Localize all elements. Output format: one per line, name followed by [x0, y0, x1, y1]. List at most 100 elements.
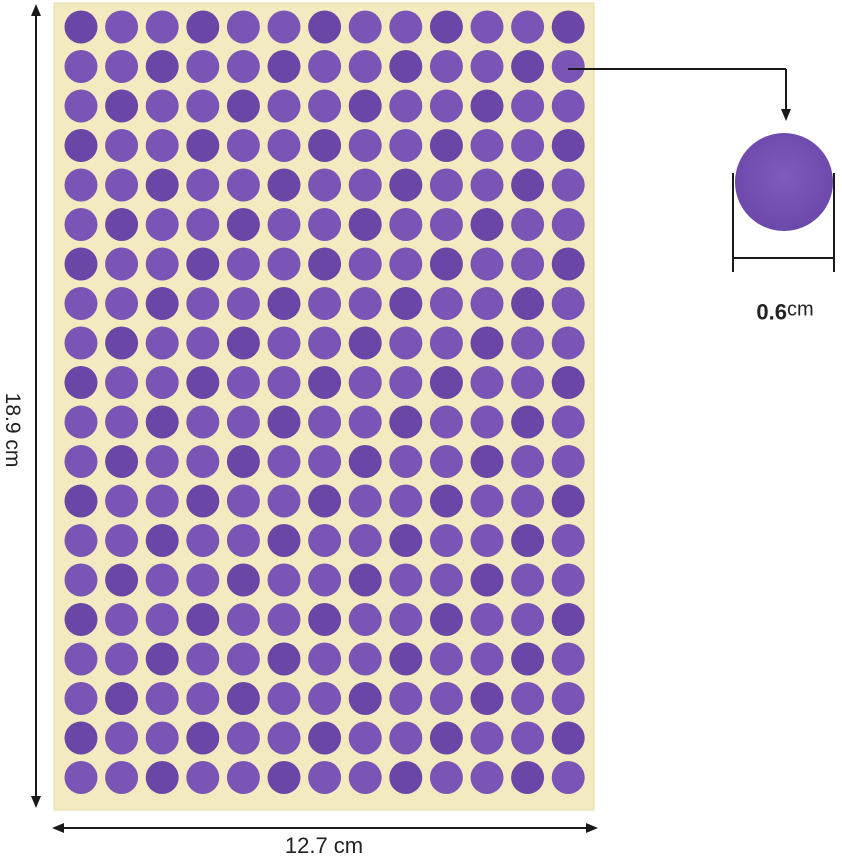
sticker-dot [348, 326, 382, 360]
sticker-dot [64, 682, 98, 715]
sticker-dot [470, 326, 504, 360]
sticker-dot [267, 484, 301, 518]
sticker-dot [105, 524, 139, 557]
sticker-dot [551, 484, 585, 518]
sticker-dot [551, 761, 585, 794]
diameter-dimension-line [732, 173, 835, 272]
sticker-dot [511, 208, 545, 241]
sticker-dot [551, 168, 585, 202]
sticker-dot [308, 129, 342, 162]
sticker-dot [551, 563, 585, 597]
sticker-dot [389, 247, 423, 281]
sticker-dot [267, 563, 301, 597]
sticker-dot [551, 524, 585, 557]
sticker-dot [348, 642, 382, 676]
sticker-dot [389, 208, 423, 241]
sticker-dot [226, 326, 260, 360]
sticker-dot [308, 366, 342, 399]
sticker-dot [470, 721, 504, 755]
sticker-dot [429, 326, 463, 360]
sticker-dot [389, 405, 423, 439]
sticker-dot [470, 129, 504, 162]
sticker-dot [511, 445, 545, 478]
sticker-dot [64, 326, 98, 360]
sticker-dot [429, 50, 463, 83]
sticker-dot [348, 10, 382, 44]
sticker-dot [551, 10, 585, 44]
sticker-dot [105, 247, 139, 281]
sticker-dot [186, 129, 220, 162]
sticker-dot [389, 603, 423, 636]
callout-line [568, 68, 791, 121]
height-label: 18.9 cm [1, 392, 24, 468]
sticker-dot [348, 287, 382, 320]
width-label: 12.7 cm [284, 833, 364, 858]
sticker-dot [267, 287, 301, 320]
sticker-dot [64, 524, 98, 557]
sticker-dot [429, 129, 463, 162]
sticker-dot [186, 761, 220, 794]
sticker-dot [267, 445, 301, 478]
sticker-dot [267, 761, 301, 794]
sticker-dot [64, 761, 98, 794]
sticker-dot [470, 761, 504, 794]
sticker-dot [308, 721, 342, 755]
sticker-dot [470, 682, 504, 715]
sticker-dot [429, 524, 463, 557]
sticker-dot [511, 366, 545, 399]
sticker-dot [470, 484, 504, 518]
sticker-dot [511, 642, 545, 676]
sticker-dot [389, 129, 423, 162]
sticker-dot [470, 405, 504, 439]
sticker-dot [186, 168, 220, 202]
sticker-dot [470, 10, 504, 44]
sticker-dot [105, 10, 139, 44]
sticker-dot [105, 642, 139, 676]
sticker-dot [64, 484, 98, 518]
sticker-dot [145, 405, 179, 439]
sticker-dot [105, 484, 139, 518]
sticker-dot [105, 603, 139, 636]
sticker-dot [551, 603, 585, 636]
sticker-dot [226, 287, 260, 320]
sticker-dot [389, 287, 423, 320]
sticker-dot [429, 484, 463, 518]
sticker-dot [308, 287, 342, 320]
sticker-dot [389, 89, 423, 123]
sticker-dot [64, 129, 98, 162]
sticker-dot [470, 445, 504, 478]
sticker-dot [64, 366, 98, 399]
sticker-dot [226, 563, 260, 597]
sticker-dot [511, 10, 545, 44]
sticker-dot [267, 129, 301, 162]
sticker-dot [64, 10, 98, 44]
sticker-dot [551, 287, 585, 320]
sticker-dot [551, 247, 585, 281]
sticker-dot [348, 603, 382, 636]
sticker-dot [64, 168, 98, 202]
enlarged-sticker [735, 133, 833, 231]
sticker-dot [186, 50, 220, 83]
sticker-dot [186, 563, 220, 597]
sticker-dot [105, 445, 139, 478]
sticker-dot [389, 445, 423, 478]
sticker-dot [389, 10, 423, 44]
sticker-dot [186, 524, 220, 557]
sticker-dot [511, 682, 545, 715]
sticker-dot [186, 682, 220, 715]
sticker-dot [226, 721, 260, 755]
sticker-dot [511, 287, 545, 320]
sticker-dot [308, 524, 342, 557]
sticker-dot [186, 208, 220, 241]
sticker-dot [389, 524, 423, 557]
sticker-dot [308, 247, 342, 281]
sticker-dot [348, 484, 382, 518]
sticker-dot [267, 721, 301, 755]
sticker-dot [551, 129, 585, 162]
sticker-dot [145, 208, 179, 241]
sticker-dot [551, 50, 585, 83]
sticker-dot [308, 326, 342, 360]
sticker-dot [145, 168, 179, 202]
sticker-dot [308, 642, 342, 676]
sticker-dot [511, 168, 545, 202]
